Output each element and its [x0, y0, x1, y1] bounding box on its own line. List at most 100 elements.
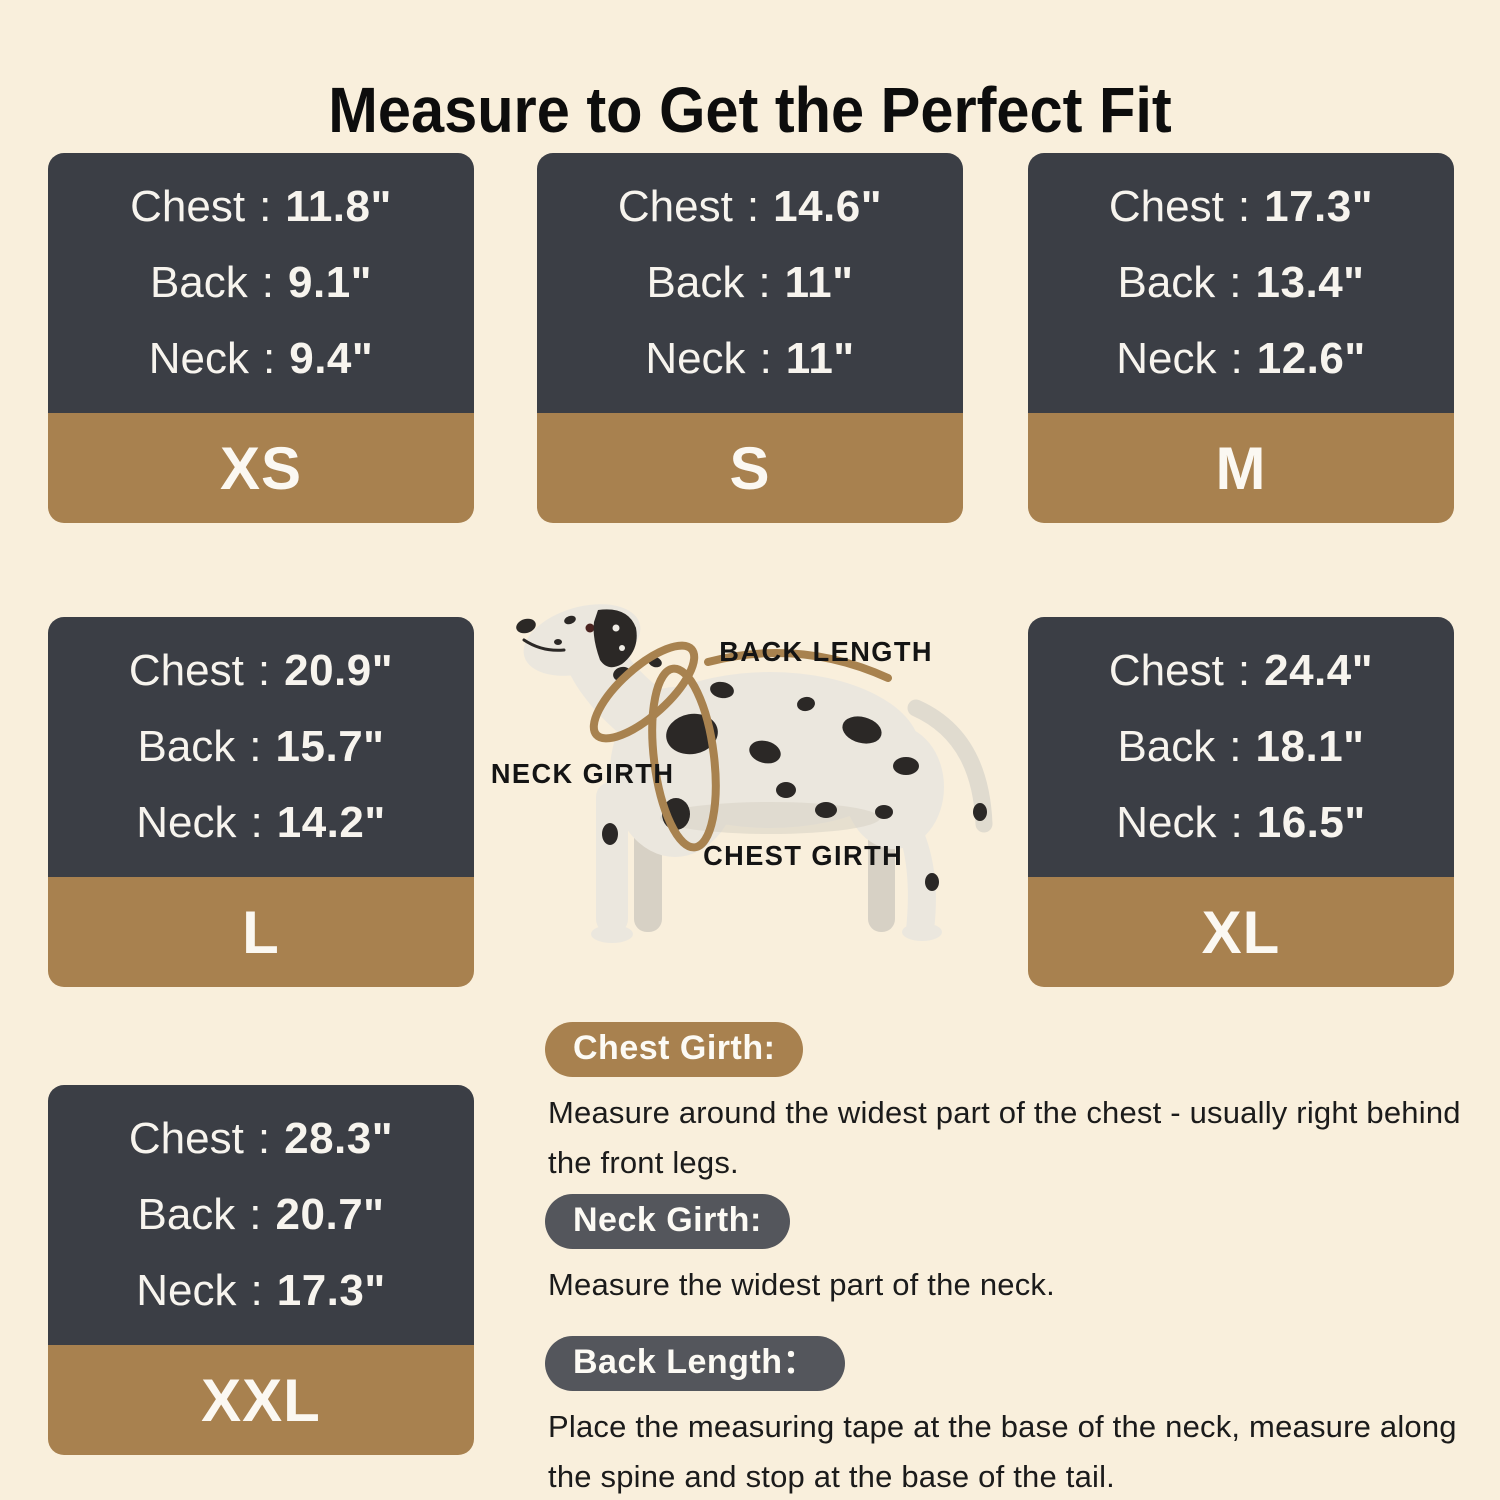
- measurement-row: Back:18.1": [1028, 725, 1454, 769]
- measurement-value: 20.9": [284, 646, 394, 695]
- measurement-label: Chest: [617, 182, 733, 231]
- size-card-xs-measurements: Chest:11.8" Back:9.1" Neck:9.4": [48, 153, 474, 413]
- separator: :: [250, 1266, 263, 1315]
- size-letter: S: [729, 434, 771, 502]
- size-letter: XL: [1201, 898, 1281, 966]
- separator: :: [249, 1190, 262, 1239]
- measurement-row: Neck:11": [537, 337, 963, 381]
- back-length-heading: Back Length：: [545, 1336, 846, 1391]
- size-card-s-measurements: Chest:14.6" Back:11" Neck:11": [537, 153, 963, 413]
- separator: :: [759, 334, 772, 383]
- neck-girth-label: NECK GIRTH: [490, 758, 675, 789]
- measurement-label: Back: [137, 1190, 236, 1239]
- separator: :: [257, 1114, 271, 1163]
- size-card-m-measurements: Chest:17.3" Back:13.4" Neck:12.6": [1028, 153, 1454, 413]
- neck-girth-tape: [589, 641, 699, 743]
- measurement-label: Back: [646, 258, 745, 307]
- separator: :: [1230, 334, 1243, 383]
- measurement-row: Back:15.7": [48, 725, 474, 769]
- measurement-row: Chest:17.3": [1028, 185, 1454, 229]
- dog-measurement-diagram: [470, 582, 1040, 1022]
- size-card-xl-measurements: Chest:24.4" Back:18.1" Neck:16.5": [1028, 617, 1454, 877]
- measurement-row: Neck:12.6": [1028, 337, 1454, 381]
- size-card-xl: Chest:24.4" Back:18.1" Neck:16.5" XL: [1028, 617, 1454, 987]
- size-badge-xxl: XXL: [48, 1345, 474, 1455]
- separator: :: [259, 182, 272, 231]
- measurement-label: Chest: [1108, 646, 1224, 695]
- measurement-value: 14.6": [773, 182, 883, 231]
- measurement-label: Chest: [128, 1114, 244, 1163]
- dalmatian-spots: [554, 615, 987, 891]
- measurement-label: Neck: [1116, 334, 1217, 383]
- measuring-tapes: [589, 641, 892, 852]
- measurement-label: Back: [149, 258, 248, 307]
- separator: :: [1237, 182, 1251, 231]
- neck-girth-heading: Neck Girth:: [545, 1194, 790, 1249]
- size-badge-m: M: [1028, 413, 1454, 523]
- measurement-row: Neck:9.4": [48, 337, 474, 381]
- size-letter: L: [242, 898, 280, 966]
- size-badge-s: S: [537, 413, 963, 523]
- separator: :: [746, 182, 760, 231]
- size-card-xs: Chest:11.8" Back:9.1" Neck:9.4" XS: [48, 153, 474, 523]
- measurement-value: 14.2": [276, 798, 386, 847]
- heading-text: Chest Girth:: [573, 1029, 776, 1067]
- measurement-value: 11": [785, 334, 855, 383]
- measurement-label: Back: [1117, 258, 1216, 307]
- measurement-value: 18.1": [1255, 722, 1365, 771]
- measurement-row: Back:11": [537, 261, 963, 305]
- measurement-label: Back: [1117, 722, 1216, 771]
- measurement-row: Neck:14.2": [48, 801, 474, 845]
- separator: :: [1229, 258, 1242, 307]
- measurement-row: Back:13.4": [1028, 261, 1454, 305]
- separator: :: [758, 258, 771, 307]
- size-letter: XXL: [201, 1366, 321, 1434]
- measurement-row: Chest:11.8": [48, 185, 474, 229]
- size-card-xxl-measurements: Chest:28.3" Back:20.7" Neck:17.3": [48, 1085, 474, 1345]
- heading-text: Neck Girth:: [573, 1201, 762, 1239]
- measurement-label: Neck: [136, 1266, 237, 1315]
- measurement-row: Chest:20.9": [48, 649, 474, 693]
- separator: :: [1229, 722, 1242, 771]
- size-badge-xs: XS: [48, 413, 474, 523]
- separator: :: [262, 334, 276, 383]
- measurement-label: Neck: [136, 798, 237, 847]
- measurement-value: 17.3": [276, 1266, 386, 1315]
- measurement-row: Neck:16.5": [1028, 801, 1454, 845]
- measurement-value: 24.4": [1264, 646, 1374, 695]
- measurement-value: 11": [784, 258, 854, 307]
- measurement-label: Neck: [148, 334, 249, 383]
- measurement-row: Neck:17.3": [48, 1269, 474, 1313]
- size-card-l-measurements: Chest:20.9" Back:15.7" Neck:14.2": [48, 617, 474, 877]
- measurement-value: 17.3": [1264, 182, 1374, 231]
- measurement-label: Neck: [1116, 798, 1217, 847]
- back-length-description: Place the measuring tape at the base of …: [548, 1409, 1457, 1494]
- chest-girth-label: CHEST GIRTH: [703, 840, 904, 871]
- size-card-xxl: Chest:28.3" Back:20.7" Neck:17.3" XXL: [48, 1085, 474, 1455]
- back-length-tape: [704, 649, 892, 682]
- measurement-label: Back: [137, 722, 236, 771]
- separator: :: [249, 722, 262, 771]
- separator: :: [250, 798, 263, 847]
- measurement-label: Chest: [130, 182, 246, 231]
- measurement-label: Neck: [645, 334, 746, 383]
- measurement-value: 9.4": [289, 334, 374, 383]
- dog-face: [516, 609, 637, 668]
- size-card-s: Chest:14.6" Back:11" Neck:11" S: [537, 153, 963, 523]
- neck-girth-description: Measure the widest part of the neck.: [548, 1267, 1055, 1302]
- chest-girth-heading: Chest Girth:: [545, 1022, 804, 1077]
- measurement-value: 20.7": [275, 1190, 385, 1239]
- measurement-row: Back:9.1": [48, 261, 474, 305]
- chest-girth-tape: [648, 664, 720, 852]
- measurement-row: Chest:28.3": [48, 1117, 474, 1161]
- measurement-value: 13.4": [1255, 258, 1365, 307]
- chest-girth-description: Measure around the widest part of the ch…: [548, 1095, 1461, 1180]
- separator: :: [257, 646, 271, 695]
- size-letter: M: [1215, 434, 1267, 502]
- size-card-l: Chest:20.9" Back:15.7" Neck:14.2" L: [48, 617, 474, 987]
- separator: :: [261, 258, 275, 307]
- measurement-label: Chest: [128, 646, 244, 695]
- measurement-value: 11.8": [285, 182, 392, 231]
- page-title: Measure to Get the Perfect Fit: [328, 73, 1172, 146]
